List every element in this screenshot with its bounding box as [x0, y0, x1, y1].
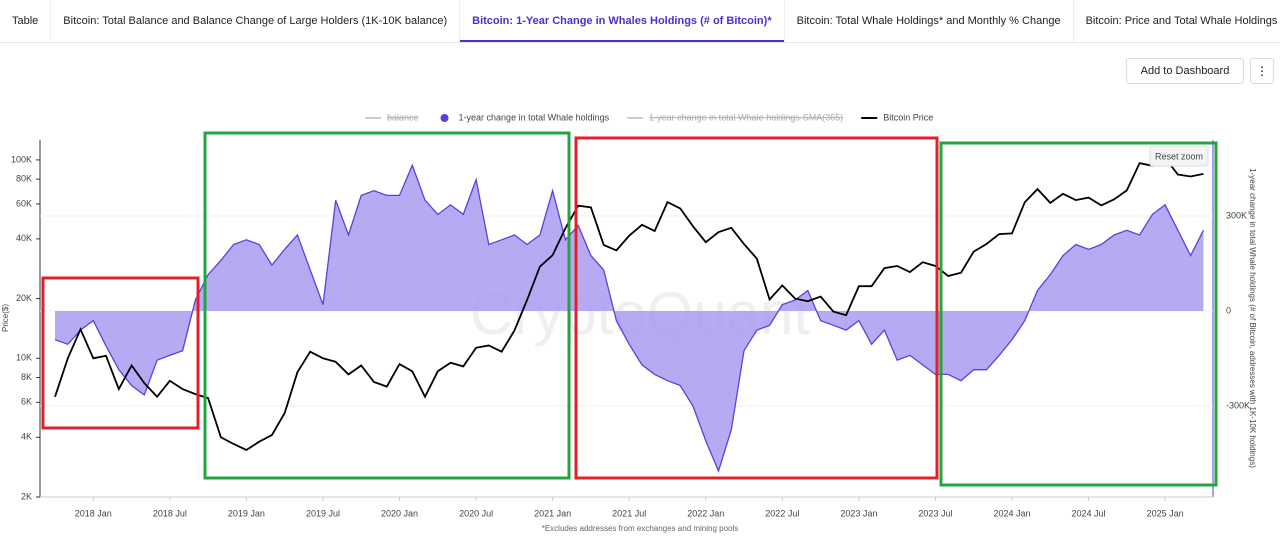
x-tick-label: 2018 Jul	[153, 508, 187, 518]
y-tick-label: 80K	[16, 174, 32, 184]
y-tick-label: 40K	[16, 233, 32, 243]
legend-item[interactable]: Bitcoin Price	[861, 112, 933, 122]
x-tick-label: 2022 Jul	[765, 508, 799, 518]
x-tick-label: 2018 Jan	[75, 508, 112, 518]
plot: 2K 4K 6K 8K 10K 20K 40K 60K 80K 100K -300K 0 300K 201…	[11, 140, 1250, 518]
menu-button[interactable]: ⋮	[1250, 58, 1274, 84]
y2-tick-label: -300K	[1226, 400, 1250, 410]
legend-item[interactable]: 1-year change in total Whale holdings-SM…	[627, 112, 843, 122]
y-tick-label: 20K	[16, 293, 32, 303]
legend-label: 1-year change in total Whale holdings	[459, 112, 610, 122]
highlight-box	[41, 276, 200, 430]
area-fill	[55, 165, 1204, 472]
y2-tick-label: 300K	[1226, 210, 1247, 220]
x-tick-label: 2020 Jul	[459, 508, 493, 518]
highlight-box	[203, 131, 571, 480]
tab[interactable]: Bitcoin: Total Balance and Balance Chang…	[51, 0, 461, 42]
y-tick-label: 4K	[21, 432, 32, 442]
x-tick-label: 2025 Jan	[1147, 508, 1184, 518]
x-tick-label: 2019 Jul	[306, 508, 340, 518]
tab[interactable]: Bitcoin: 1-Year Change in Whales Holding…	[460, 0, 785, 42]
area-line	[54, 163, 1204, 473]
x-tick-label: 2023 Jul	[918, 508, 952, 518]
highlight-box	[574, 136, 939, 480]
y-tick-label: 8K	[21, 372, 32, 382]
add-to-dashboard-button[interactable]: Add to Dashboard	[1126, 58, 1244, 84]
y-tick-label: 2K	[21, 491, 32, 501]
x-tick-label: 2020 Jan	[381, 508, 418, 518]
reset-zoom-button[interactable]	[1149, 145, 1209, 167]
x-tick-label: 2024 Jan	[993, 508, 1030, 518]
button-label: Add to Dashboard	[1140, 65, 1230, 77]
legend-swatch	[440, 114, 449, 122]
legend-label: Bitcoin Price	[883, 112, 933, 122]
tab[interactable]: Bitcoin: Total Whale Holdings* and Month…	[785, 0, 1074, 42]
button-label: ⋮	[1256, 64, 1268, 78]
legend-label: 1-year change in total Whale holdings-SM…	[649, 112, 843, 122]
legend-label: balance	[387, 112, 419, 122]
x-tick-label: 2021 Jan	[534, 508, 571, 518]
y-tick-label: 100K	[11, 154, 32, 164]
legend-item[interactable]: balance	[365, 112, 419, 122]
footnote: *Excludes addresses from exchanges and m…	[542, 524, 739, 533]
reset-zoom-label: Reset zoom	[1155, 151, 1203, 161]
tab-bar: Table Bitcoin: Total Balance and Balance …	[0, 0, 1280, 43]
y-tick-label: 60K	[16, 198, 32, 208]
y-tick-label: 10K	[16, 353, 32, 363]
legend-item[interactable]: 1-year change in total Whale holdings	[440, 112, 610, 122]
y2-axis-label: 1-year change in total Whale holdings (#…	[1248, 168, 1257, 468]
y-tick-label: 6K	[21, 397, 32, 407]
x-tick-label: 2022 Jan	[687, 508, 724, 518]
highlight-box	[939, 141, 1218, 487]
x-tick-label: 2023 Jan	[840, 508, 877, 518]
x-tick-label: 2024 Jul	[1072, 508, 1106, 518]
y-axis-label: Price($)	[1, 304, 10, 332]
price-line	[54, 156, 1204, 452]
tab[interactable]: Table	[0, 0, 52, 42]
x-tick-label: 2021 Jul	[612, 508, 646, 518]
tab[interactable]: Bitcoin: Price and Total Whale Holdings	[1074, 0, 1280, 42]
x-tick-label: 2019 Jan	[228, 508, 265, 518]
y2-tick-label: 0	[1226, 305, 1231, 315]
